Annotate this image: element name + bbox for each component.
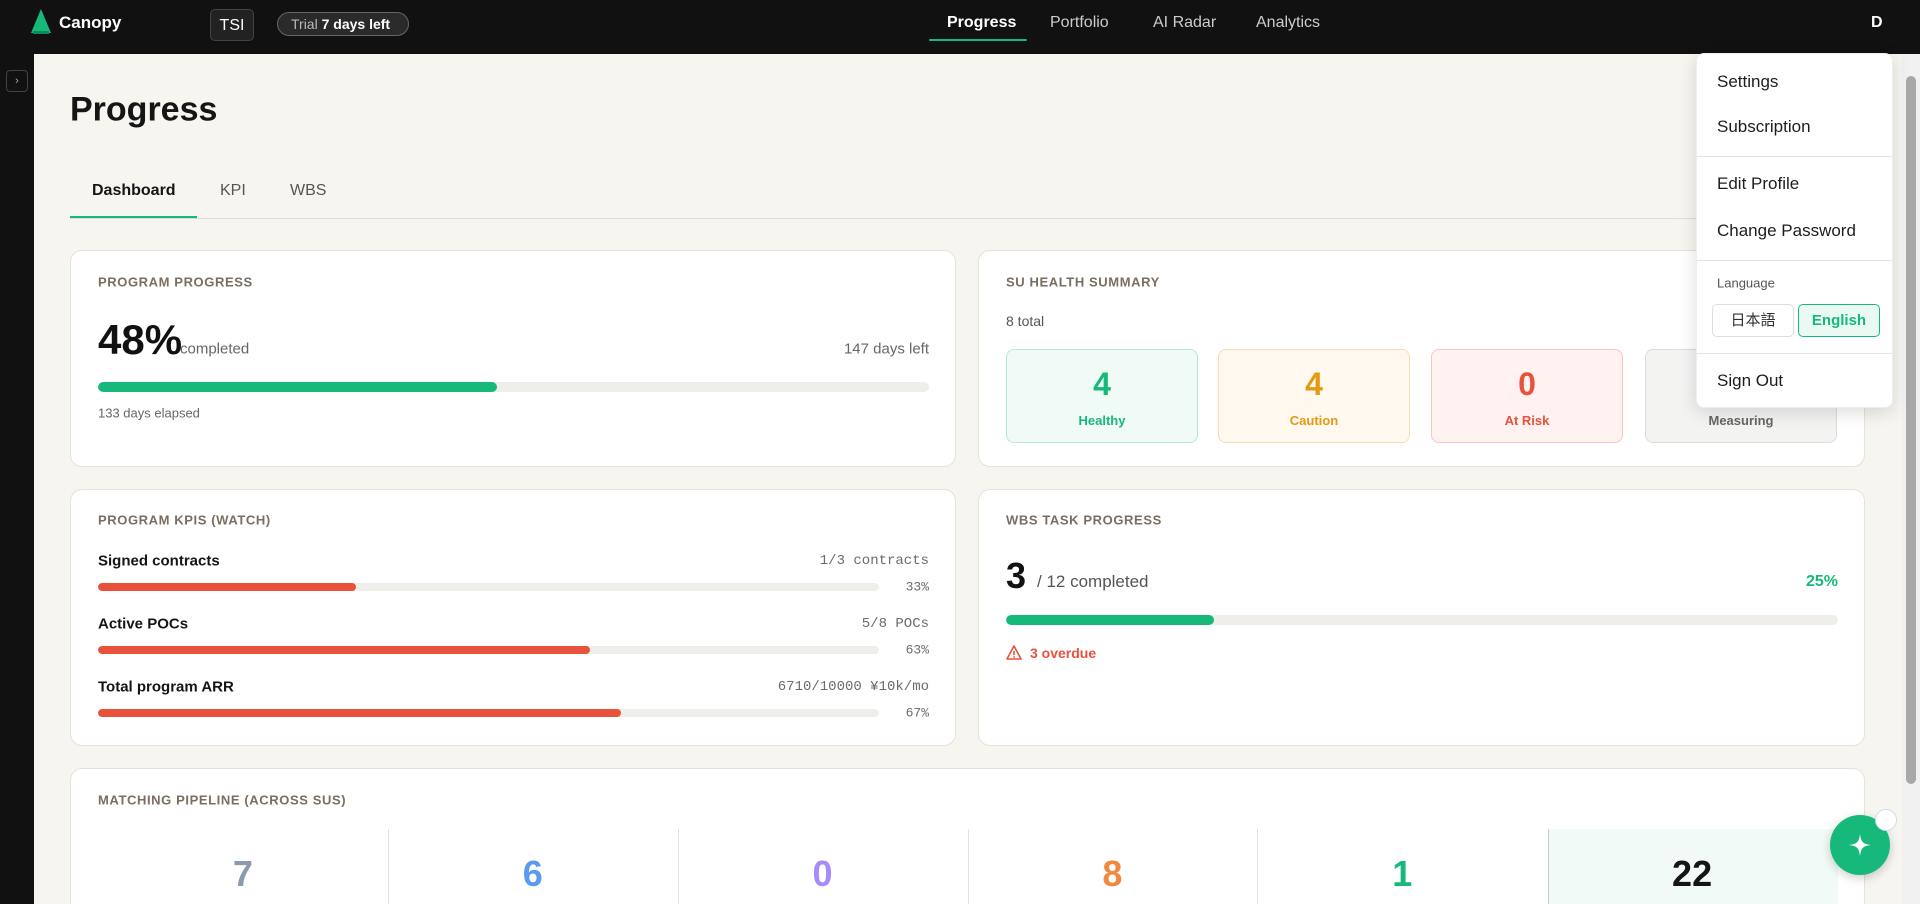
menu-divider xyxy=(1697,260,1892,261)
menu-item[interactable]: Change Password xyxy=(1717,221,1856,240)
card-title: PROGRAM KPIS (WATCH) xyxy=(98,512,271,528)
pipeline-count: 8 xyxy=(1102,853,1123,894)
pipeline-count: 1 xyxy=(1392,853,1413,894)
nav-underline xyxy=(929,39,1027,41)
health-label: At Risk xyxy=(1504,413,1550,428)
sidebar-toggle[interactable]: › xyxy=(6,70,28,92)
pipeline-count: 22 xyxy=(1672,853,1713,894)
page-title: Progress xyxy=(70,90,218,129)
kpi-percent: 63% xyxy=(905,642,929,658)
card-title: MATCHING PIPELINE (ACROSS SUS) xyxy=(98,792,347,808)
progress-track xyxy=(98,382,929,392)
logo xyxy=(31,9,51,34)
tab[interactable]: KPI xyxy=(220,182,246,199)
wbs-percent: 25% xyxy=(1805,573,1838,590)
wbs-done: 3 xyxy=(1006,555,1027,596)
health-label: Caution xyxy=(1289,413,1339,428)
kpi-percent: 33% xyxy=(905,579,929,595)
language-option[interactable]: 日本語 xyxy=(1712,304,1794,337)
menu-item[interactable]: Sign Out xyxy=(1717,371,1784,390)
card-title: PROGRAM PROGRESS xyxy=(98,274,253,290)
wbs-bar xyxy=(1006,615,1214,625)
kpi-bar xyxy=(98,709,622,717)
sidebar: › xyxy=(0,54,34,904)
user-menu: Settings Subscription Edit Profile Chang… xyxy=(1696,53,1893,408)
pipeline-divider xyxy=(1257,829,1259,904)
tab-underline xyxy=(70,216,197,218)
language-label: Language xyxy=(1717,275,1775,291)
scroll-thumb[interactable] xyxy=(1906,76,1916,784)
nav-link[interactable]: Portfolio xyxy=(1050,14,1109,31)
pipeline-count: 0 xyxy=(812,853,833,894)
menu-item[interactable]: Settings xyxy=(1717,72,1779,91)
org-switch[interactable]: TSI xyxy=(210,9,254,41)
kpi-name: Total program ARR xyxy=(98,678,234,696)
nav-link[interactable]: Analytics xyxy=(1256,14,1321,31)
health-box: 4 Healthy xyxy=(1006,349,1198,443)
menu-item[interactable]: Subscription xyxy=(1717,117,1811,136)
days-elapsed: 133 days elapsed xyxy=(98,405,200,421)
pipeline-divider xyxy=(967,829,969,904)
progress-percent: 48% xyxy=(98,316,183,363)
health-box: 0 At Risk xyxy=(1431,349,1623,443)
wbs-track xyxy=(1006,615,1838,625)
nav-link[interactable]: AI Radar xyxy=(1153,14,1217,31)
warning-icon xyxy=(1006,645,1022,660)
card-title: WBS TASK PROGRESS xyxy=(1006,512,1162,528)
health-box: 4 Caution xyxy=(1218,349,1410,443)
health-label: Measuring xyxy=(1708,413,1774,428)
health-label: Healthy xyxy=(1078,413,1126,428)
menu-item[interactable]: Edit Profile xyxy=(1717,174,1800,193)
kpi-track xyxy=(98,646,879,654)
sparkle-icon xyxy=(1849,834,1871,856)
pipeline-total-bg xyxy=(1548,829,1838,904)
kpi-percent: 67% xyxy=(905,705,929,721)
wbs-total: / 12 completed xyxy=(1037,572,1149,591)
scrollbar xyxy=(1902,54,1920,904)
kpi-bar xyxy=(98,583,356,591)
progress-bar xyxy=(98,382,497,392)
pipeline-divider xyxy=(387,829,389,904)
pipeline-divider xyxy=(677,829,679,904)
pipeline-count: 6 xyxy=(522,853,543,894)
nav-link[interactable]: Progress xyxy=(947,14,1017,31)
pipeline-count: 7 xyxy=(232,853,253,894)
kpi-detail: 6710/10000 ¥10k/mo xyxy=(777,679,929,695)
tab[interactable]: Dashboard xyxy=(92,182,176,199)
user-avatar[interactable]: D xyxy=(1871,14,1883,31)
tab-divider xyxy=(70,218,1865,219)
kpi-detail: 5/8 POCs xyxy=(861,616,929,632)
card-title: SU HEALTH SUMMARY xyxy=(1006,274,1160,290)
days-left: 147 days left xyxy=(843,340,929,358)
kpi-name: Active POCs xyxy=(98,615,189,633)
kpi-bar xyxy=(98,646,591,654)
completed-label: completed xyxy=(180,340,250,358)
health-count: 4 xyxy=(1093,366,1111,402)
kpi-card xyxy=(70,489,956,746)
su-total: 8 total xyxy=(1006,313,1045,329)
overdue: 3 overdue xyxy=(1030,645,1097,661)
trial: Trial xyxy=(291,16,318,32)
health-count: 0 xyxy=(1518,366,1536,402)
menu-divider xyxy=(1697,353,1892,354)
kpi-name: Signed contracts xyxy=(98,552,220,570)
top-bar: Canopy TSI Trial 7 days left Progress Po… xyxy=(0,0,1920,54)
trial-badge: Trial 7 days left xyxy=(277,12,409,36)
assistant-link[interactable] xyxy=(1875,809,1897,831)
menu-divider xyxy=(1697,156,1892,157)
program-progress-card xyxy=(70,250,956,467)
tab[interactable]: WBS xyxy=(290,182,327,199)
brand: Canopy xyxy=(59,13,122,32)
health-count: 4 xyxy=(1305,366,1323,402)
trial-left: 7 days left xyxy=(321,16,391,32)
kpi-track xyxy=(98,709,879,717)
kpi-track xyxy=(98,583,879,591)
kpi-detail: 1/3 contracts xyxy=(819,553,929,569)
language-option[interactable]: English xyxy=(1798,304,1880,337)
